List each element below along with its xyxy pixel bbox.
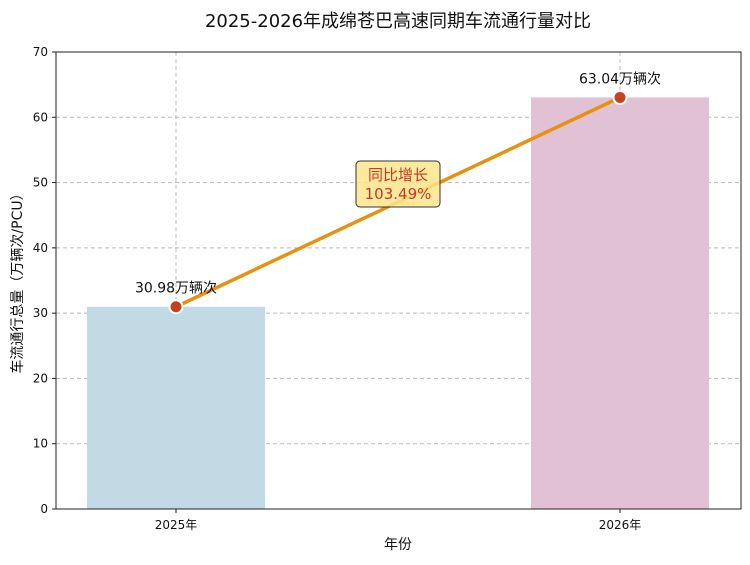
annotation-line1: 同比增长 [368,166,428,184]
growth-annotation: 同比增长 103.49% [355,160,441,208]
x-axis-label: 年份 [384,537,412,553]
y-tick-label: 20 [33,371,48,385]
chart-title: 2025-2026年成绵苍巴高速同期车流通行量对比 [205,11,591,32]
y-axis: 0 10 20 30 40 50 60 70 [33,45,56,516]
annotation-line2: 103.49% [365,185,432,203]
y-axis-label: 车流通行总量（万辆次/PCU） [9,186,26,373]
x-axis: 2025年 2026年 [155,509,642,532]
y-tick-label: 60 [33,110,48,124]
trend-marker [612,89,628,105]
y-tick-label: 40 [33,241,48,255]
y-tick-label: 0 [40,502,48,516]
y-tick-label: 10 [33,437,48,451]
annotation-box [355,160,441,208]
data-label: 30.98万辆次 [135,281,217,297]
bar-2025年 [87,306,265,509]
bar-2026年 [531,97,709,510]
x-tick-label: 2025年 [155,518,198,532]
data-labels: 30.98万辆次 63.04万辆次 [135,71,661,296]
trend-marker [168,299,184,315]
y-tick-label: 30 [33,306,48,320]
plot-frame [55,51,742,510]
y-tick-label: 70 [33,45,48,59]
x-tick-label: 2026年 [599,518,642,532]
data-label: 63.04万辆次 [579,71,661,87]
y-tick-label: 50 [33,176,48,190]
bars [87,97,709,510]
